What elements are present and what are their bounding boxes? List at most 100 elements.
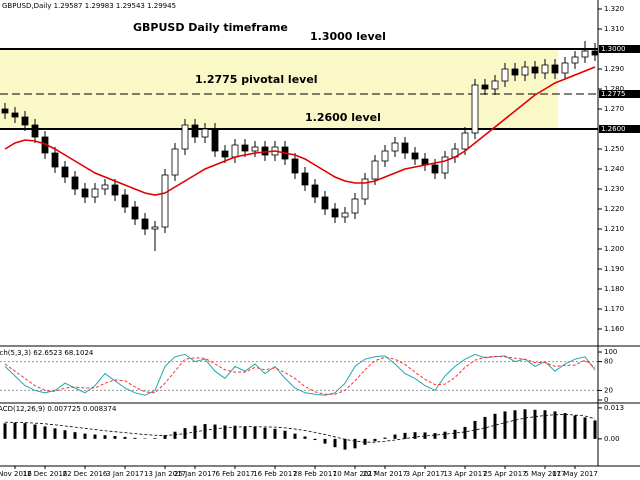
y-tick-label: 1.280 — [604, 85, 624, 93]
macd-bar — [333, 438, 337, 448]
y-tick-label: 20 — [604, 386, 613, 394]
level-label: 1.2775 — [601, 90, 626, 98]
macd-bar — [53, 428, 57, 439]
candle-body — [591, 50, 598, 56]
candle-body — [581, 50, 589, 58]
y-tick-label: 1.270 — [604, 105, 624, 113]
x-tick-label: 12 Dec 2016 — [23, 470, 68, 478]
y-tick-label: 0 — [604, 396, 608, 404]
macd-bar — [93, 434, 97, 439]
y-tick-label: 1.320 — [604, 5, 624, 13]
level-annotation: 1.2600 level — [305, 111, 381, 124]
x-tick-label: 13 Jan 2017 — [144, 470, 186, 478]
x-tick-label: 13 Apr 2017 — [443, 470, 486, 478]
candle-body — [201, 128, 209, 138]
x-tick-label: 16 Feb 2017 — [253, 470, 297, 478]
x-tick-label: 28 Feb 2017 — [293, 470, 337, 478]
candle-body — [541, 64, 549, 74]
macd-bar — [523, 409, 527, 439]
x-tick-label: 17 May 2017 — [552, 470, 598, 478]
candle-body — [111, 184, 119, 196]
x-tick-label: 6 Feb 2017 — [215, 470, 254, 478]
candle-body — [561, 62, 569, 74]
macd-bar — [433, 433, 437, 439]
candle-body — [121, 194, 129, 208]
candle-body — [211, 128, 219, 152]
indicator-label: MACD(12,26,9) 0.007725 0.008374 — [0, 405, 117, 413]
candle-body — [81, 188, 89, 198]
macd-bar — [23, 423, 27, 439]
macd-bar — [103, 435, 107, 439]
candle-body — [141, 218, 149, 230]
stoch-line — [4, 355, 596, 395]
macd-bar — [503, 411, 507, 439]
candle-body — [171, 148, 179, 176]
candle-body — [351, 198, 359, 214]
candle-body — [251, 146, 259, 152]
candle-body — [431, 164, 439, 174]
macd-bar — [223, 425, 227, 439]
macd-bar — [303, 436, 307, 439]
x-tick-label: 22 Dec 2016 — [63, 470, 108, 478]
candle-body — [151, 226, 159, 230]
macd-bar — [553, 411, 557, 439]
candle-body — [131, 206, 139, 220]
macd-bar — [133, 437, 137, 439]
candle-body — [241, 144, 249, 152]
macd-bar — [413, 432, 417, 439]
x-tick-label: 10 Mar 2017 — [333, 470, 377, 478]
y-tick-label: 1.170 — [604, 305, 624, 313]
y-tick-label: 1.230 — [604, 185, 624, 193]
candle-body — [521, 66, 529, 76]
macd-bar — [123, 436, 127, 439]
macd-bar — [493, 413, 497, 439]
macd-bar — [253, 426, 257, 439]
y-tick-label: 1.310 — [604, 25, 624, 33]
macd-bar — [443, 431, 447, 439]
x-tick-label: Nov 2016 — [0, 470, 32, 478]
signal-line — [4, 414, 596, 443]
y-tick-label: 80 — [604, 358, 613, 366]
candle-body — [311, 184, 319, 198]
x-tick-label: 22 Mar 2017 — [363, 470, 407, 478]
y-tick-label: 1.240 — [604, 165, 624, 173]
y-tick-label: 1.190 — [604, 265, 624, 273]
macd-bar — [153, 438, 157, 439]
candle-body — [571, 56, 579, 64]
moving-average — [4, 66, 596, 196]
macd-bar — [533, 409, 537, 439]
macd-bar — [423, 432, 427, 439]
macd-bar — [313, 438, 317, 441]
x-tick-label: 25 Jan 2017 — [174, 470, 216, 478]
macd-bar — [483, 416, 487, 439]
macd-bar — [453, 429, 457, 439]
macd-bar — [543, 410, 547, 439]
macd-bar — [273, 428, 277, 439]
header: GBPUSD,Daily 1.29587 1.29983 1.29543 1.2… — [2, 2, 176, 10]
y-tick-label: 1.180 — [604, 285, 624, 293]
level-box — [599, 125, 640, 133]
y-tick-label: 1.220 — [604, 205, 624, 213]
level-box — [599, 90, 640, 98]
macd-bar — [163, 435, 167, 439]
y-tick-label: 1.250 — [604, 145, 624, 153]
candle-body — [11, 112, 19, 118]
macd-bar — [513, 410, 517, 439]
y-tick-label: 1.200 — [604, 245, 624, 253]
macd-bar — [403, 432, 407, 439]
candle-body — [331, 208, 339, 218]
candle-body — [51, 152, 59, 168]
y-tick-label: 1.210 — [604, 225, 624, 233]
macd-bar — [233, 425, 237, 439]
macd-bar — [3, 423, 7, 439]
level-box — [599, 45, 640, 53]
macd-panel — [3, 409, 597, 450]
macd-bar — [213, 424, 217, 439]
level-label: 1.3000 — [601, 45, 626, 53]
macd-bar — [463, 426, 467, 439]
macd-bar — [573, 415, 577, 439]
candle-body — [381, 150, 389, 162]
candle-body — [191, 124, 199, 138]
